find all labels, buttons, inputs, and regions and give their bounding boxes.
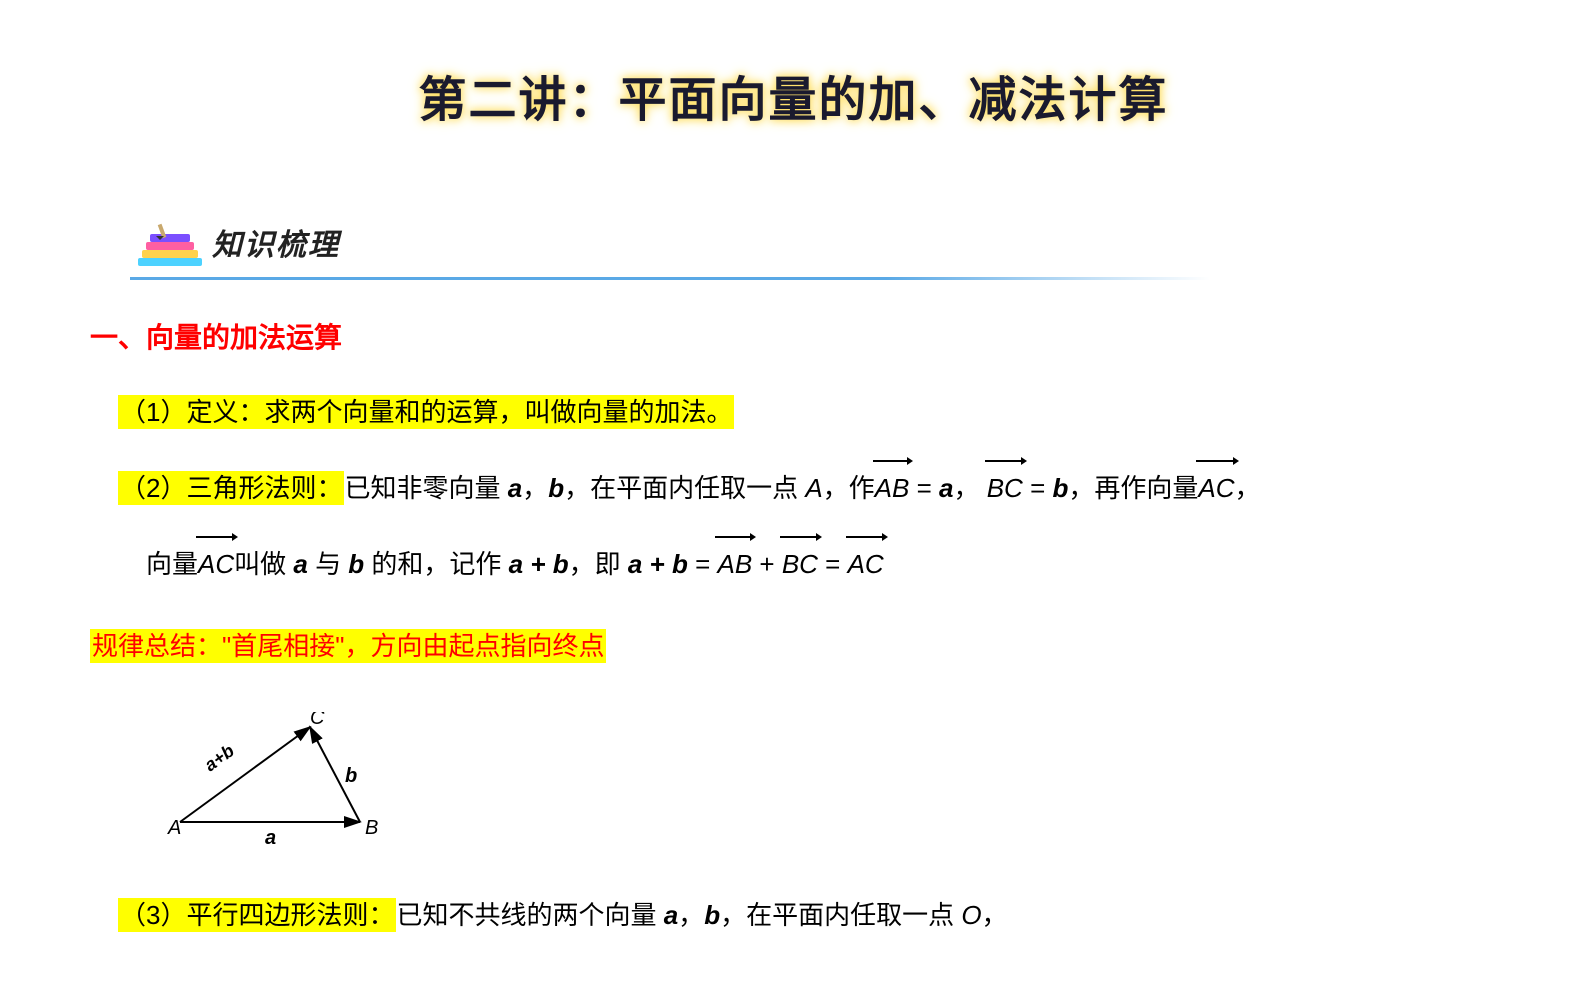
vec-a2: a <box>939 473 953 503</box>
point1-text: 求两个向量和的运算，叫做向量的加法。 <box>264 397 732 427</box>
vec-a4: a <box>664 900 678 930</box>
vec-AC2: AC <box>198 534 234 590</box>
document-page: 第二讲：平面向量的加、减法计算 知识梳理 一、向量的加法运算 （1）定义：求两个… <box>0 0 1587 941</box>
point-2-line2: 向量AC叫做 a 与 b 的和，记作 a + b，即 a + b = AB + … <box>90 534 1497 590</box>
diag-C: C <box>310 712 325 729</box>
l2a: 向量 <box>146 549 198 579</box>
vec-a3: a <box>293 549 307 579</box>
eq3: = <box>688 549 718 579</box>
rule-line: 规律总结："首尾相接"，方向由起点指向终点 <box>90 620 1497 672</box>
p2-te: ，再作向量 <box>1068 473 1198 503</box>
diag-A: A <box>167 817 181 839</box>
vec-AB2: AB <box>717 534 752 590</box>
p2-tb: ，在平面内任取一点 <box>564 473 805 503</box>
c1: ， <box>522 473 548 503</box>
l2d: 的和，记作 <box>364 549 508 579</box>
content-body: （1）定义：求两个向量和的运算，叫做向量的加法。 （2）三角形法则：已知非零向量… <box>90 386 1497 941</box>
p2-tc: ，作 <box>823 473 875 503</box>
eq4: = <box>818 549 848 579</box>
pt-O: O <box>961 900 981 930</box>
vec-a: a <box>508 473 522 503</box>
eq2: = <box>1023 473 1053 503</box>
pt-A: A <box>805 473 822 503</box>
diag-B: B <box>365 817 378 839</box>
section-header-label: 知识梳理 <box>212 220 340 264</box>
rule-label: 规律总结： <box>92 631 222 661</box>
l2b: 叫做 <box>234 549 293 579</box>
vec-b2: b <box>1052 473 1068 503</box>
vec-AC3: AC <box>848 534 884 590</box>
section-underline <box>130 277 1210 280</box>
vec-b: b <box>548 473 564 503</box>
plus1: + <box>752 549 782 579</box>
point2-label: （2）三角形法则： <box>118 471 344 505</box>
point-2-line1: （2）三角形法则：已知非零向量 a，b，在平面内任取一点 A，作AB = a， … <box>90 458 1497 514</box>
page-title: 第二讲：平面向量的加、减法计算 <box>90 60 1497 130</box>
vec-BC2: BC <box>782 534 818 590</box>
point-1: （1）定义：求两个向量和的运算，叫做向量的加法。 <box>90 386 1497 438</box>
p2-td: ， <box>953 473 979 503</box>
vec-b4: b <box>704 900 720 930</box>
section-header: 知识梳理 <box>130 220 1457 280</box>
p3-tb: ，在平面内任取一点 <box>720 900 961 930</box>
eq1: = <box>909 473 939 503</box>
books-icon <box>130 222 210 272</box>
rule-text: "首尾相接"，方向由起点指向终点 <box>222 631 604 661</box>
diag-ab: a+b <box>201 741 238 776</box>
c2: ， <box>1235 473 1261 503</box>
c3: ， <box>678 900 704 930</box>
p3-ta: 已知不共线的两个向量 <box>396 900 663 930</box>
point-3: （3）平行四边形法则：已知不共线的两个向量 a，b，在平面内任取一点 O， <box>90 889 1497 941</box>
heading-addition: 一、向量的加法运算 <box>90 316 1497 356</box>
vec-BC: BC <box>987 458 1023 514</box>
vec-AC: AC <box>1198 458 1234 514</box>
vec-b3: b <box>348 549 364 579</box>
p2-ta: 已知非零向量 <box>344 473 507 503</box>
c4: ， <box>982 900 1008 930</box>
vec-AB: AB <box>875 458 910 514</box>
l2c: 与 <box>308 549 348 579</box>
point3-label: （3）平行四边形法则： <box>118 898 396 932</box>
apb: a + b <box>509 549 569 579</box>
diag-a: a <box>265 827 276 849</box>
l2e: ，即 <box>569 549 628 579</box>
diag-b: b <box>345 765 357 787</box>
triangle-diagram: A B C a b a+b <box>160 712 390 852</box>
point1-label: （1）定义： <box>120 397 264 427</box>
apb2: a + b <box>628 549 688 579</box>
